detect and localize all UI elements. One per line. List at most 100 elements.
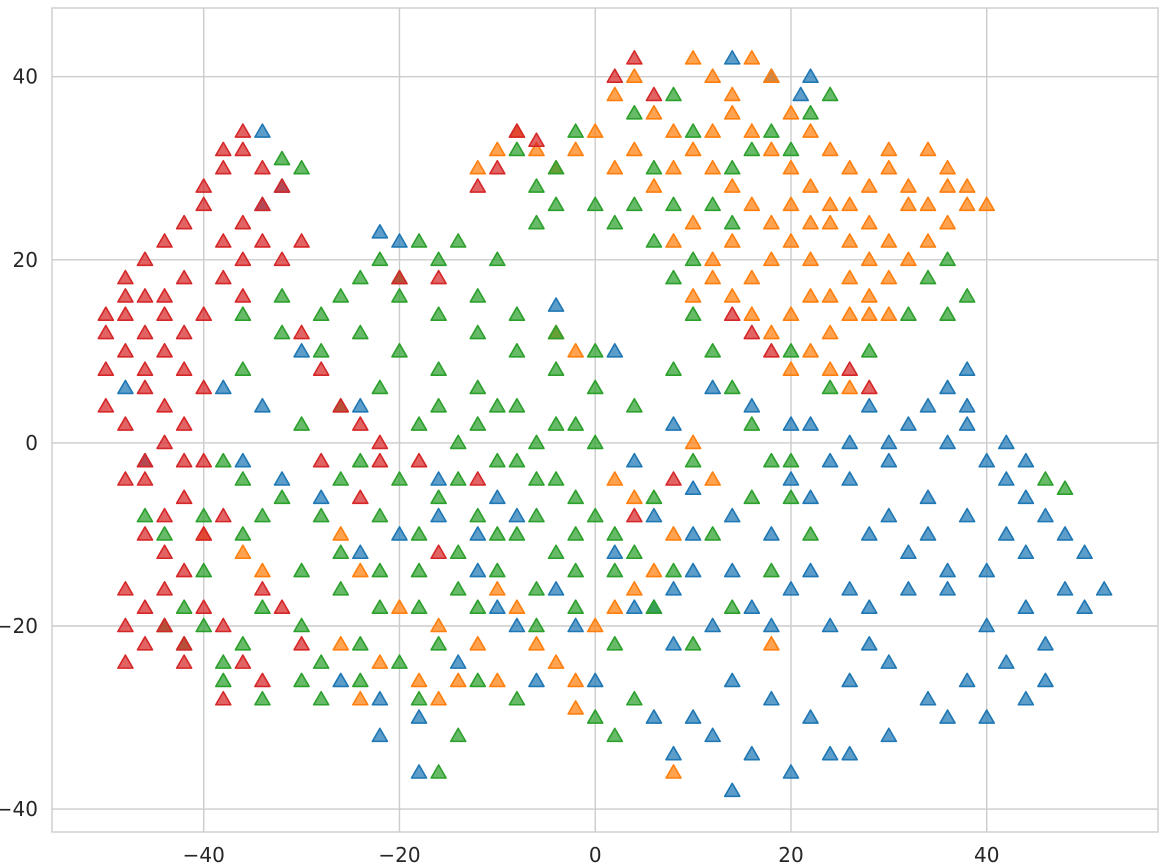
data-point — [332, 581, 350, 596]
data-point — [273, 489, 291, 505]
data-point — [586, 123, 604, 138]
data-point — [410, 672, 428, 688]
data-point — [684, 452, 702, 468]
data-point — [371, 599, 389, 614]
data-point — [410, 416, 428, 431]
data-point — [802, 214, 819, 230]
data-point — [1076, 599, 1093, 614]
data-point — [704, 526, 721, 541]
data-point — [880, 434, 898, 450]
data-point — [723, 288, 741, 303]
data-point — [508, 690, 526, 706]
data-point — [214, 452, 232, 468]
data-point — [332, 397, 350, 413]
data-point — [723, 233, 741, 248]
data-point — [919, 269, 937, 285]
data-point — [802, 709, 819, 724]
data-point — [763, 251, 780, 267]
data-point — [958, 416, 976, 431]
data-point — [860, 306, 878, 322]
data-point — [254, 159, 271, 175]
data-point — [489, 159, 506, 175]
data-point — [821, 214, 839, 230]
data-point — [136, 526, 154, 541]
data-point — [547, 581, 565, 596]
data-point — [743, 745, 761, 761]
data-point — [469, 178, 487, 193]
data-point — [645, 104, 663, 120]
data-point — [782, 581, 800, 596]
data-point — [547, 544, 565, 560]
data-point — [175, 452, 193, 468]
data-point — [939, 581, 956, 596]
data-point — [665, 196, 682, 212]
data-point — [254, 599, 271, 614]
data-point — [645, 507, 663, 523]
data-point — [469, 324, 487, 340]
data-point — [214, 233, 232, 248]
data-point — [371, 379, 389, 395]
data-point — [900, 544, 917, 560]
data-point — [802, 562, 819, 578]
data-point — [175, 599, 193, 614]
data-point — [841, 196, 858, 212]
data-point — [606, 68, 624, 83]
data-point — [469, 159, 487, 175]
data-point — [508, 141, 526, 157]
data-point — [665, 526, 682, 541]
data-point — [939, 379, 956, 395]
data-point — [880, 141, 898, 157]
data-point — [371, 507, 389, 523]
data-point — [528, 178, 545, 193]
data-point — [254, 562, 271, 578]
data-point — [449, 434, 467, 450]
data-point — [763, 343, 780, 358]
data-point — [782, 471, 800, 486]
data-point — [782, 452, 800, 468]
data-point — [704, 123, 721, 138]
data-point — [293, 636, 310, 651]
data-point — [900, 306, 917, 322]
data-point — [743, 324, 761, 340]
data-point — [606, 562, 624, 578]
data-point — [528, 672, 545, 688]
data-point — [332, 544, 350, 560]
data-point — [156, 617, 173, 633]
data-point — [430, 507, 447, 523]
data-point — [117, 288, 134, 303]
data-point — [214, 672, 232, 688]
data-point — [508, 397, 526, 413]
data-point — [195, 507, 213, 523]
data-point — [606, 86, 624, 102]
data-point — [782, 764, 800, 779]
data-point — [410, 452, 428, 468]
data-point — [391, 233, 408, 248]
data-point — [156, 544, 173, 560]
data-point — [606, 727, 624, 743]
data-point — [214, 269, 232, 285]
plot-frame — [51, 7, 1159, 833]
data-point — [900, 251, 917, 267]
data-point — [919, 526, 937, 541]
data-point — [704, 196, 721, 212]
data-point — [136, 288, 154, 303]
data-point — [273, 251, 291, 267]
data-point — [1056, 526, 1074, 541]
data-point — [195, 452, 213, 468]
data-point — [273, 288, 291, 303]
data-point — [332, 526, 350, 541]
data-point — [430, 690, 447, 706]
data-point — [136, 361, 154, 376]
data-point — [371, 690, 389, 706]
data-point — [175, 269, 193, 285]
data-point — [723, 104, 741, 120]
data-point — [97, 361, 115, 376]
data-point — [234, 123, 252, 138]
data-point — [782, 343, 800, 358]
data-point — [841, 269, 858, 285]
data-point — [586, 343, 604, 358]
data-point — [528, 581, 545, 596]
data-point — [234, 251, 252, 267]
data-point — [684, 434, 702, 450]
data-point — [665, 581, 682, 596]
